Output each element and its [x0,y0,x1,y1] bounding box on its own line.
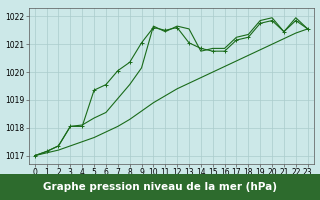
Text: Graphe pression niveau de la mer (hPa): Graphe pression niveau de la mer (hPa) [43,182,277,192]
